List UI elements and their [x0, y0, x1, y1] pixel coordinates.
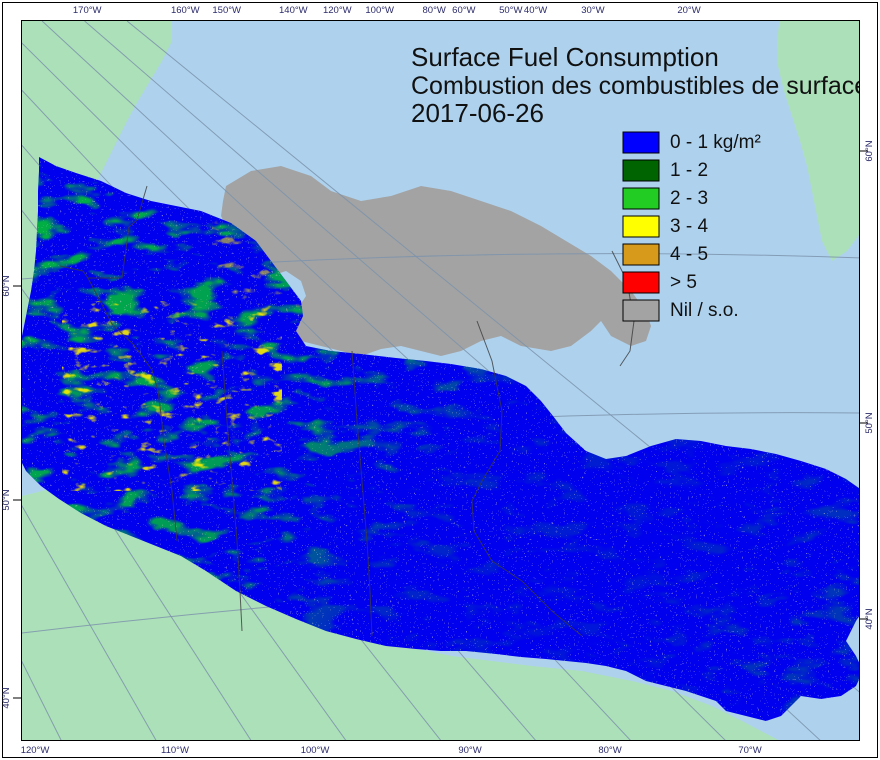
svg-text:60°N: 60°N [1, 275, 12, 296]
svg-text:90°W: 90°W [458, 745, 481, 756]
svg-text:100°W: 100°W [365, 5, 394, 16]
svg-text:50°N: 50°N [864, 412, 875, 433]
svg-text:2017-06-26: 2017-06-26 [411, 98, 544, 128]
svg-text:1 - 2: 1 - 2 [670, 160, 708, 181]
svg-text:100°W: 100°W [301, 745, 330, 756]
svg-text:60°W: 60°W [452, 5, 475, 16]
svg-text:40°N: 40°N [1, 687, 12, 708]
svg-text:Combustion des combustibles de: Combustion des combustibles de surface [411, 72, 860, 100]
svg-text:> 5: > 5 [670, 272, 697, 293]
svg-text:30°W: 30°W [581, 5, 604, 16]
svg-text:40°N: 40°N [864, 608, 875, 629]
svg-text:50°W: 50°W [499, 5, 522, 16]
svg-text:80°W: 80°W [423, 5, 446, 16]
svg-text:160°W: 160°W [171, 5, 200, 16]
svg-text:170°W: 170°W [73, 5, 102, 16]
svg-text:80°W: 80°W [598, 745, 621, 756]
svg-text:150°W: 150°W [212, 5, 241, 16]
svg-text:4 - 5: 4 - 5 [670, 244, 708, 265]
svg-text:70°W: 70°W [738, 745, 761, 756]
svg-text:50°N: 50°N [1, 489, 12, 510]
svg-text:0 - 1 kg/m²: 0 - 1 kg/m² [670, 132, 761, 153]
svg-text:2 - 3: 2 - 3 [670, 188, 708, 209]
svg-text:60°N: 60°N [864, 140, 875, 161]
svg-text:3 - 4: 3 - 4 [670, 216, 708, 237]
svg-text:Nil / s.o.: Nil / s.o. [670, 300, 739, 321]
svg-text:40°W: 40°W [524, 5, 547, 16]
svg-text:Surface Fuel Consumption: Surface Fuel Consumption [411, 42, 719, 72]
svg-text:120°W: 120°W [21, 745, 50, 756]
svg-text:140°W: 140°W [279, 5, 308, 16]
svg-text:110°W: 110°W [161, 745, 189, 756]
svg-text:120°W: 120°W [323, 5, 352, 16]
svg-text:20°W: 20°W [677, 5, 700, 16]
